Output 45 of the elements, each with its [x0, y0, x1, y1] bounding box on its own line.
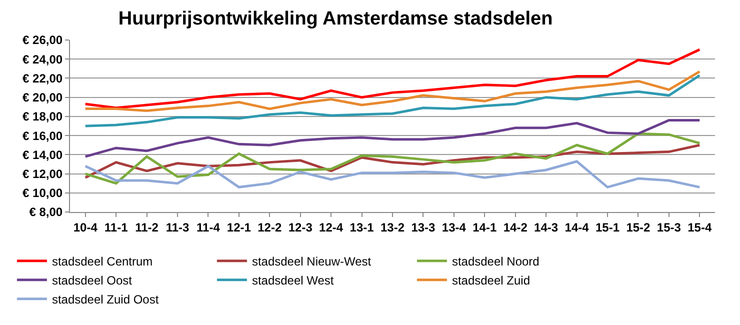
y-tick-label: € 18,00 — [22, 110, 63, 124]
line-series — [84, 132, 701, 185]
y-tick-label: € 20,00 — [22, 90, 63, 105]
legend-label: stadsdeel Zuid Oost — [52, 292, 160, 307]
x-tick-label: 14-2 — [503, 220, 528, 234]
x-tick-label: 12-3 — [288, 220, 313, 234]
x-tick-label: 12-1 — [226, 220, 252, 234]
x-tick-label: 14-3 — [534, 220, 558, 234]
x-tick-label: 15-3 — [656, 220, 682, 234]
line-series — [84, 119, 701, 158]
legend-label: stadsdeel Nieuw-West — [252, 254, 372, 269]
x-tick-label: 11-3 — [166, 220, 190, 234]
legend-label: stadsdeel Zuid — [452, 274, 530, 288]
x-tick-label: 11-2 — [135, 220, 159, 234]
chart-title: Huurprijsontwikkeling Amsterdamse stadsdelen — [118, 8, 553, 30]
x-tick-label: 11-4 — [196, 220, 220, 234]
line-series — [84, 70, 701, 112]
x-tick-label: 13-1 — [350, 220, 374, 234]
y-tick-label: € 8,00 — [29, 205, 63, 220]
y-tick-label: € 12,00 — [22, 166, 63, 181]
legend-label: stadsdeel Oost — [52, 274, 133, 288]
x-tick-label: 14-1 — [472, 220, 497, 234]
x-tick-label: 15-1 — [595, 220, 620, 234]
x-tick-label: 13-2 — [380, 220, 405, 234]
y-tick-label: € 26,00 — [22, 33, 63, 48]
y-tick-label: € 24,00 — [22, 52, 63, 66]
x-tick-label: 13-4 — [442, 220, 466, 234]
legend-label: stadsdeel Centrum — [52, 254, 153, 269]
legend-label: stadsdeel West — [252, 274, 334, 288]
x-tick-label: 10-4 — [73, 220, 98, 234]
x-tick-label: 11-1 — [104, 220, 128, 234]
legend-label: stadsdeel Noord — [452, 254, 540, 269]
x-tick-label: 12-4 — [319, 220, 344, 234]
line-series — [84, 48, 701, 110]
x-tick-label: 15-2 — [626, 220, 651, 234]
x-tick-label: 14-4 — [564, 220, 590, 234]
y-tick-label: € 22,00 — [22, 71, 63, 86]
x-tick-label: 15-4 — [688, 220, 712, 234]
line-series — [84, 74, 701, 128]
y-tick-label: € 14,00 — [22, 148, 63, 162]
x-tick-label: 12-2 — [258, 220, 282, 234]
y-tick-label: € 16,00 — [22, 128, 63, 143]
line-series — [84, 160, 701, 188]
y-tick-label: € 10,00 — [22, 186, 63, 200]
x-tick-label: 13-3 — [411, 220, 436, 234]
